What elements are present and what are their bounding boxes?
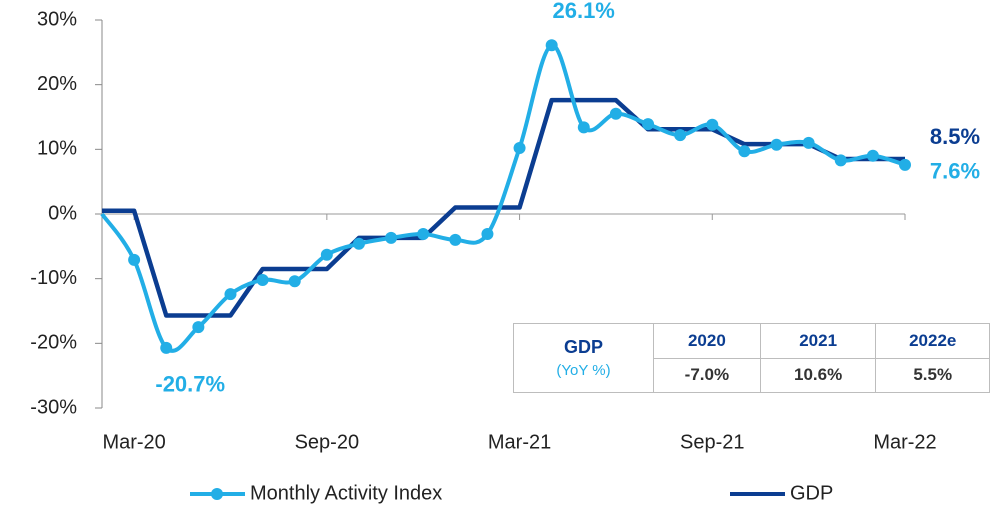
point [320,248,333,261]
point [706,118,719,131]
line-1 [102,97,905,318]
y-tick-label: 10% [37,138,77,160]
point [192,321,205,334]
x-tick-label: Mar-22 [873,431,936,453]
point [642,118,655,131]
y-tick-label: 30% [37,8,77,30]
annotation: -20.7% [155,372,225,397]
table-header: 2021 [759,323,877,359]
point [802,136,815,149]
x-tick-label: Mar-21 [488,431,551,453]
table-cell: -7.0% [653,357,761,393]
table-cell: 5.5% [875,357,990,393]
point [834,154,847,167]
y-tick-label: -10% [30,267,77,289]
annotation: 26.1% [552,0,614,23]
gdp-table: GDP (YoY %) 2020 2021 2022e -7.0% 10.6% … [513,323,990,393]
point [866,149,879,162]
point [352,237,365,250]
point [224,288,237,301]
y-tick-label: -30% [30,396,77,418]
point [128,253,141,266]
table-header: 2020 [653,323,761,359]
point [513,142,526,155]
table-header: 2022e [875,323,990,359]
x-tick-label: Sep-21 [680,431,745,453]
point [385,231,398,244]
point [160,341,173,354]
point [449,233,462,246]
point [545,39,558,52]
legend-label: GDP [790,482,833,504]
legend-marker [211,488,223,500]
table-cell: 10.6% [759,357,877,393]
annotation: 7.6% [930,159,980,184]
point [770,138,783,151]
point [577,121,590,134]
x-tick-label: Mar-20 [102,431,165,453]
x-tick-label: Sep-20 [295,431,360,453]
table-header: GDP [563,337,603,357]
point [899,158,911,171]
point [417,228,430,241]
point [288,275,301,288]
table-subheader: (YoY %) [556,362,611,379]
legend-label: Monthly Activity Index [250,482,442,504]
point [738,145,751,158]
point [256,273,269,286]
point [609,107,622,120]
annotation: 8.5% [930,124,980,149]
point [674,129,687,142]
line-0 [100,43,906,353]
point [481,228,494,241]
y-tick-label: -20% [30,332,77,354]
y-tick-label: 0% [48,202,77,224]
table-corner: GDP (YoY %) [513,323,654,393]
y-tick-label: 20% [37,73,77,95]
